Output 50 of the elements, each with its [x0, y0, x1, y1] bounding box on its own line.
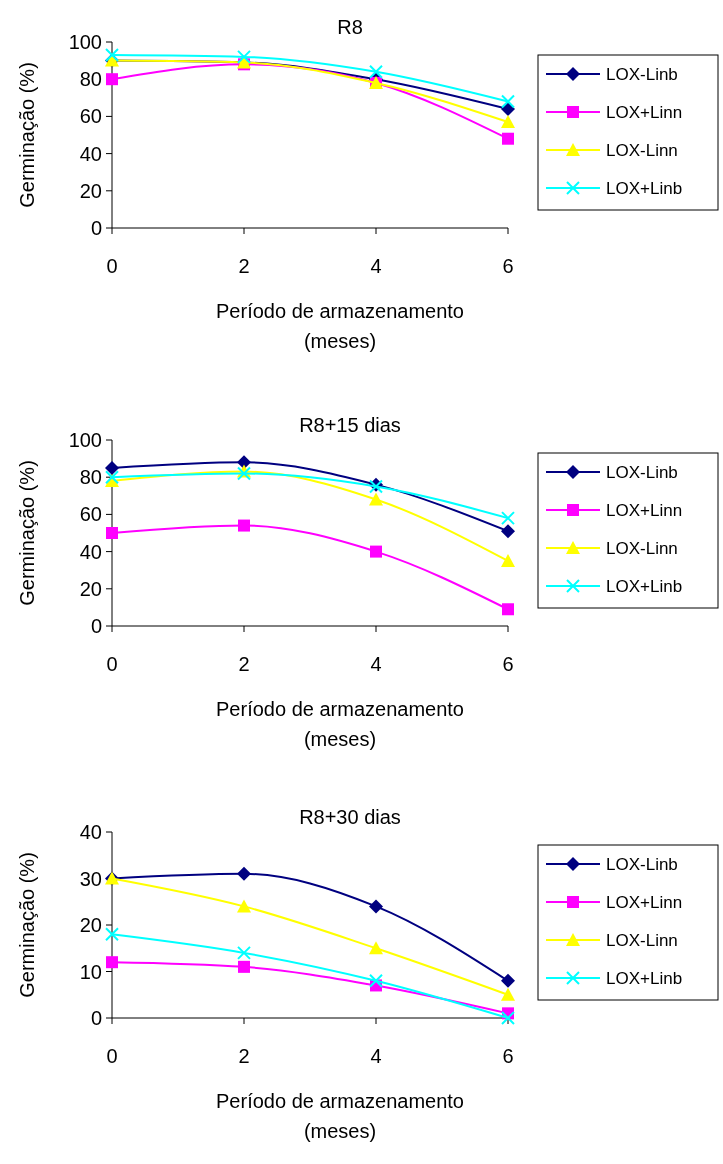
y-tick-label: 30 [79, 867, 102, 890]
chart-title: R8+15 dias [299, 414, 401, 436]
y-tick-label: 10 [79, 960, 102, 983]
x-tick-label: 4 [370, 255, 382, 277]
legend-label: LOX+Linb [606, 179, 683, 198]
y-tick-label: 60 [79, 105, 102, 128]
x-axis-title: Período de armazenamento (meses) [216, 300, 464, 352]
legend-label: LOX-Linn [606, 141, 678, 160]
legend-label: LOX-Linb [606, 65, 678, 84]
y-tick-label: 20 [79, 577, 102, 600]
x-tick-label: 6 [502, 255, 514, 277]
chart-title: R8 [337, 16, 363, 38]
legend-label: LOX+Linb [606, 969, 683, 988]
x-axis-title: Período de armazenamento (meses) [216, 1090, 464, 1142]
x-tick-label: 2 [238, 653, 250, 675]
legend-label: LOX+Linn [606, 893, 683, 912]
y-tick-label: 0 [90, 1007, 102, 1029]
y-tick-label: 0 [90, 217, 102, 239]
y-tick-label: 80 [79, 466, 102, 489]
y-tick-label: 40 [79, 142, 102, 165]
x-tick-label: 4 [370, 653, 382, 675]
x-tick-label: 0 [106, 1045, 118, 1067]
y-axis-title: Germinação (%) [16, 852, 38, 998]
legend-label: LOX+Linb [606, 577, 683, 596]
legend-label: LOX-Linb [606, 463, 678, 482]
y-axis-title: Germinação (%) [16, 62, 38, 208]
x-tick-label: 4 [370, 1045, 382, 1067]
y-axis-title: Germinação (%) [16, 460, 38, 606]
y-tick-label: 40 [79, 540, 102, 563]
y-tick-label: 40 [79, 821, 102, 843]
y-tick-label: 100 [68, 429, 102, 451]
legend-label: LOX-Linn [606, 931, 678, 950]
x-tick-label: 2 [238, 255, 250, 277]
x-axis-title: Período de armazenamento (meses) [216, 698, 464, 750]
y-tick-label: 0 [90, 615, 102, 637]
y-tick-label: 80 [79, 68, 102, 91]
x-tick-label: 0 [106, 653, 118, 675]
chart-title: R8+30 dias [299, 806, 401, 828]
legend-label: LOX-Linb [606, 855, 678, 874]
legend-label: LOX-Linn [606, 539, 678, 558]
x-tick-label: 6 [502, 653, 514, 675]
legend-label: LOX+Linn [606, 501, 683, 520]
x-tick-label: 2 [238, 1045, 250, 1067]
y-tick-label: 60 [79, 503, 102, 526]
y-tick-label: 20 [79, 914, 102, 936]
x-tick-label: 0 [106, 255, 118, 277]
legend-label: LOX+Linn [606, 103, 683, 122]
x-tick-label: 6 [502, 1045, 514, 1067]
y-tick-label: 100 [68, 31, 102, 53]
y-tick-label: 20 [79, 179, 102, 202]
